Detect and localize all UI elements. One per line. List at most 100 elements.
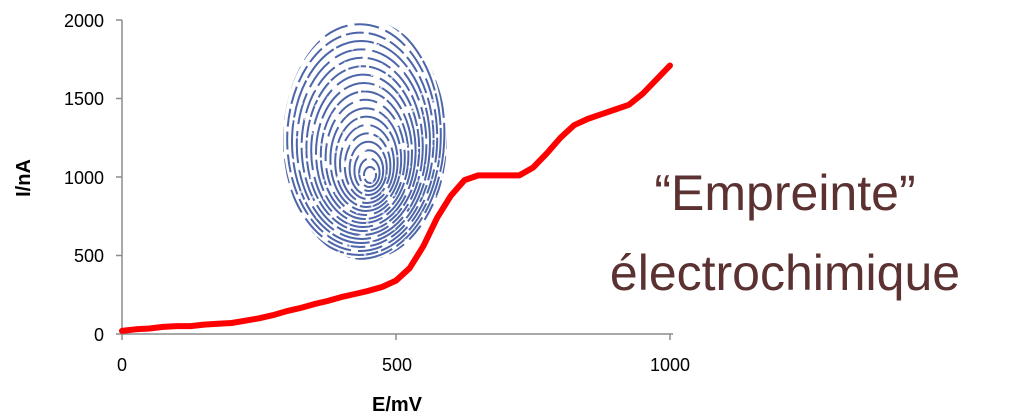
- fingerprint-ridge: [358, 157, 381, 189]
- fingerprint-speckle: [430, 178, 434, 182]
- fingerprint-speckle: [350, 98, 354, 102]
- data-point: [215, 321, 221, 327]
- caption-line-1: “Empreinte”: [654, 165, 915, 221]
- fingerprint-speckle: [372, 241, 375, 245]
- fingerprint-speckle: [392, 227, 396, 231]
- fingerprint-speckle: [407, 205, 411, 209]
- y-tick-label: 1000: [64, 168, 104, 188]
- data-point: [516, 172, 522, 179]
- fingerprint-speckle: [421, 134, 425, 137]
- fingerprint-ridge: [283, 23, 439, 253]
- fingerprint-speckle: [335, 192, 338, 196]
- fingerprint-speckle: [371, 162, 374, 166]
- data-point: [229, 320, 235, 326]
- data-point: [283, 308, 289, 314]
- data-point: [133, 326, 139, 332]
- fingerprint-speckle: [319, 143, 323, 146]
- fingerprint-speckle: [371, 101, 374, 105]
- fingerprint-speckle: [411, 109, 415, 113]
- fingerprint-speckle: [339, 94, 342, 98]
- fingerprint-speckle: [365, 221, 369, 225]
- fingerprint-speckle: [346, 223, 350, 227]
- fingerprint-ridge: [310, 73, 417, 228]
- fingerprint-speckle: [364, 134, 368, 138]
- fingerprint-speckle: [433, 122, 436, 126]
- data-point: [119, 328, 125, 334]
- data-point: [338, 294, 344, 300]
- fingerprint-speckle: [290, 157, 294, 161]
- fingerprint-speckle: [299, 190, 303, 194]
- data-point: [270, 312, 276, 318]
- fingerprint-speckle: [379, 86, 383, 89]
- fingerprint-speckle: [410, 127, 413, 131]
- fingerprint-ridge: [334, 115, 399, 209]
- data-point: [585, 116, 591, 122]
- fingerprint-speckle: [431, 98, 435, 102]
- fingerprint-ridge: [283, 20, 446, 260]
- fingerprint-speckle: [390, 76, 393, 80]
- fingerprint-speckle: [348, 244, 352, 247]
- fingerprint-speckle: [385, 118, 388, 122]
- fingerprint-speckle: [407, 222, 411, 226]
- x-tick-label: 1000: [650, 355, 690, 375]
- fingerprint-speckle: [420, 92, 423, 96]
- data-point: [297, 305, 303, 311]
- fingerprint-speckle: [422, 114, 426, 117]
- fingerprint-speckle: [370, 204, 374, 208]
- data-point: [174, 323, 180, 329]
- fingerprint-speckle: [339, 208, 342, 212]
- fingerprint-speckle: [358, 234, 361, 238]
- fingerprint-speckle: [300, 102, 303, 105]
- fingerprint-ridge: [305, 65, 421, 233]
- data-point: [448, 193, 454, 199]
- data-point: [324, 298, 331, 304]
- fingerprint-speckle: [358, 65, 362, 68]
- fingerprint-ridge: [291, 40, 431, 244]
- fingerprint-speckle: [394, 211, 398, 214]
- data-point: [366, 288, 372, 294]
- fingerprint-speckle: [352, 80, 356, 83]
- fingerprint-speckle: [396, 93, 400, 96]
- fingerprint-speckle: [396, 127, 400, 130]
- fingerprint-ridge: [363, 166, 377, 184]
- fingerprint-speckle: [396, 154, 399, 158]
- fingerprint-speckle: [404, 238, 407, 242]
- data-point: [667, 62, 673, 69]
- fingerprint-speckle: [415, 179, 419, 182]
- fingerprint-speckle: [313, 71, 317, 75]
- fingerprint-speckle: [397, 173, 401, 177]
- fingerprint-ridge: [343, 132, 392, 200]
- fingerprint-speckle: [342, 131, 345, 134]
- data-point: [201, 321, 207, 328]
- data-point: [640, 91, 646, 97]
- data-point: [393, 278, 399, 284]
- fingerprint-speckle: [326, 79, 329, 83]
- fingerprint-speckle: [404, 189, 408, 193]
- fingerprint-speckle: [385, 101, 388, 105]
- data-point: [146, 325, 152, 332]
- data-point: [503, 172, 509, 179]
- fingerprint-speckle: [366, 53, 370, 56]
- data-point: [187, 323, 194, 329]
- fingerprint-speckle: [420, 194, 423, 198]
- data-point: [598, 111, 605, 117]
- fingerprint-speckle: [326, 162, 329, 166]
- fingerprint-speckle: [329, 133, 333, 137]
- fingerprint-speckle: [381, 191, 384, 194]
- fingerprint-speckle: [388, 140, 392, 144]
- fingerprint-speckle: [408, 90, 412, 94]
- fingerprint-speckle: [328, 63, 332, 67]
- fingerprint-speckle: [424, 163, 428, 167]
- fingerprint-speckle: [373, 119, 376, 123]
- data-point: [571, 122, 577, 128]
- fingerprint-speckle: [336, 231, 340, 234]
- fingerprint-speckle: [351, 47, 354, 51]
- fingerprint-speckle: [378, 227, 382, 231]
- caption-line-2: électrochimique: [610, 245, 960, 301]
- fingerprint-speckle: [388, 243, 391, 246]
- data-point: [352, 291, 358, 297]
- data-point: [653, 77, 659, 83]
- data-point: [160, 324, 166, 330]
- fingerprint-speckle: [363, 148, 367, 152]
- fingerprint-speckle: [370, 180, 374, 184]
